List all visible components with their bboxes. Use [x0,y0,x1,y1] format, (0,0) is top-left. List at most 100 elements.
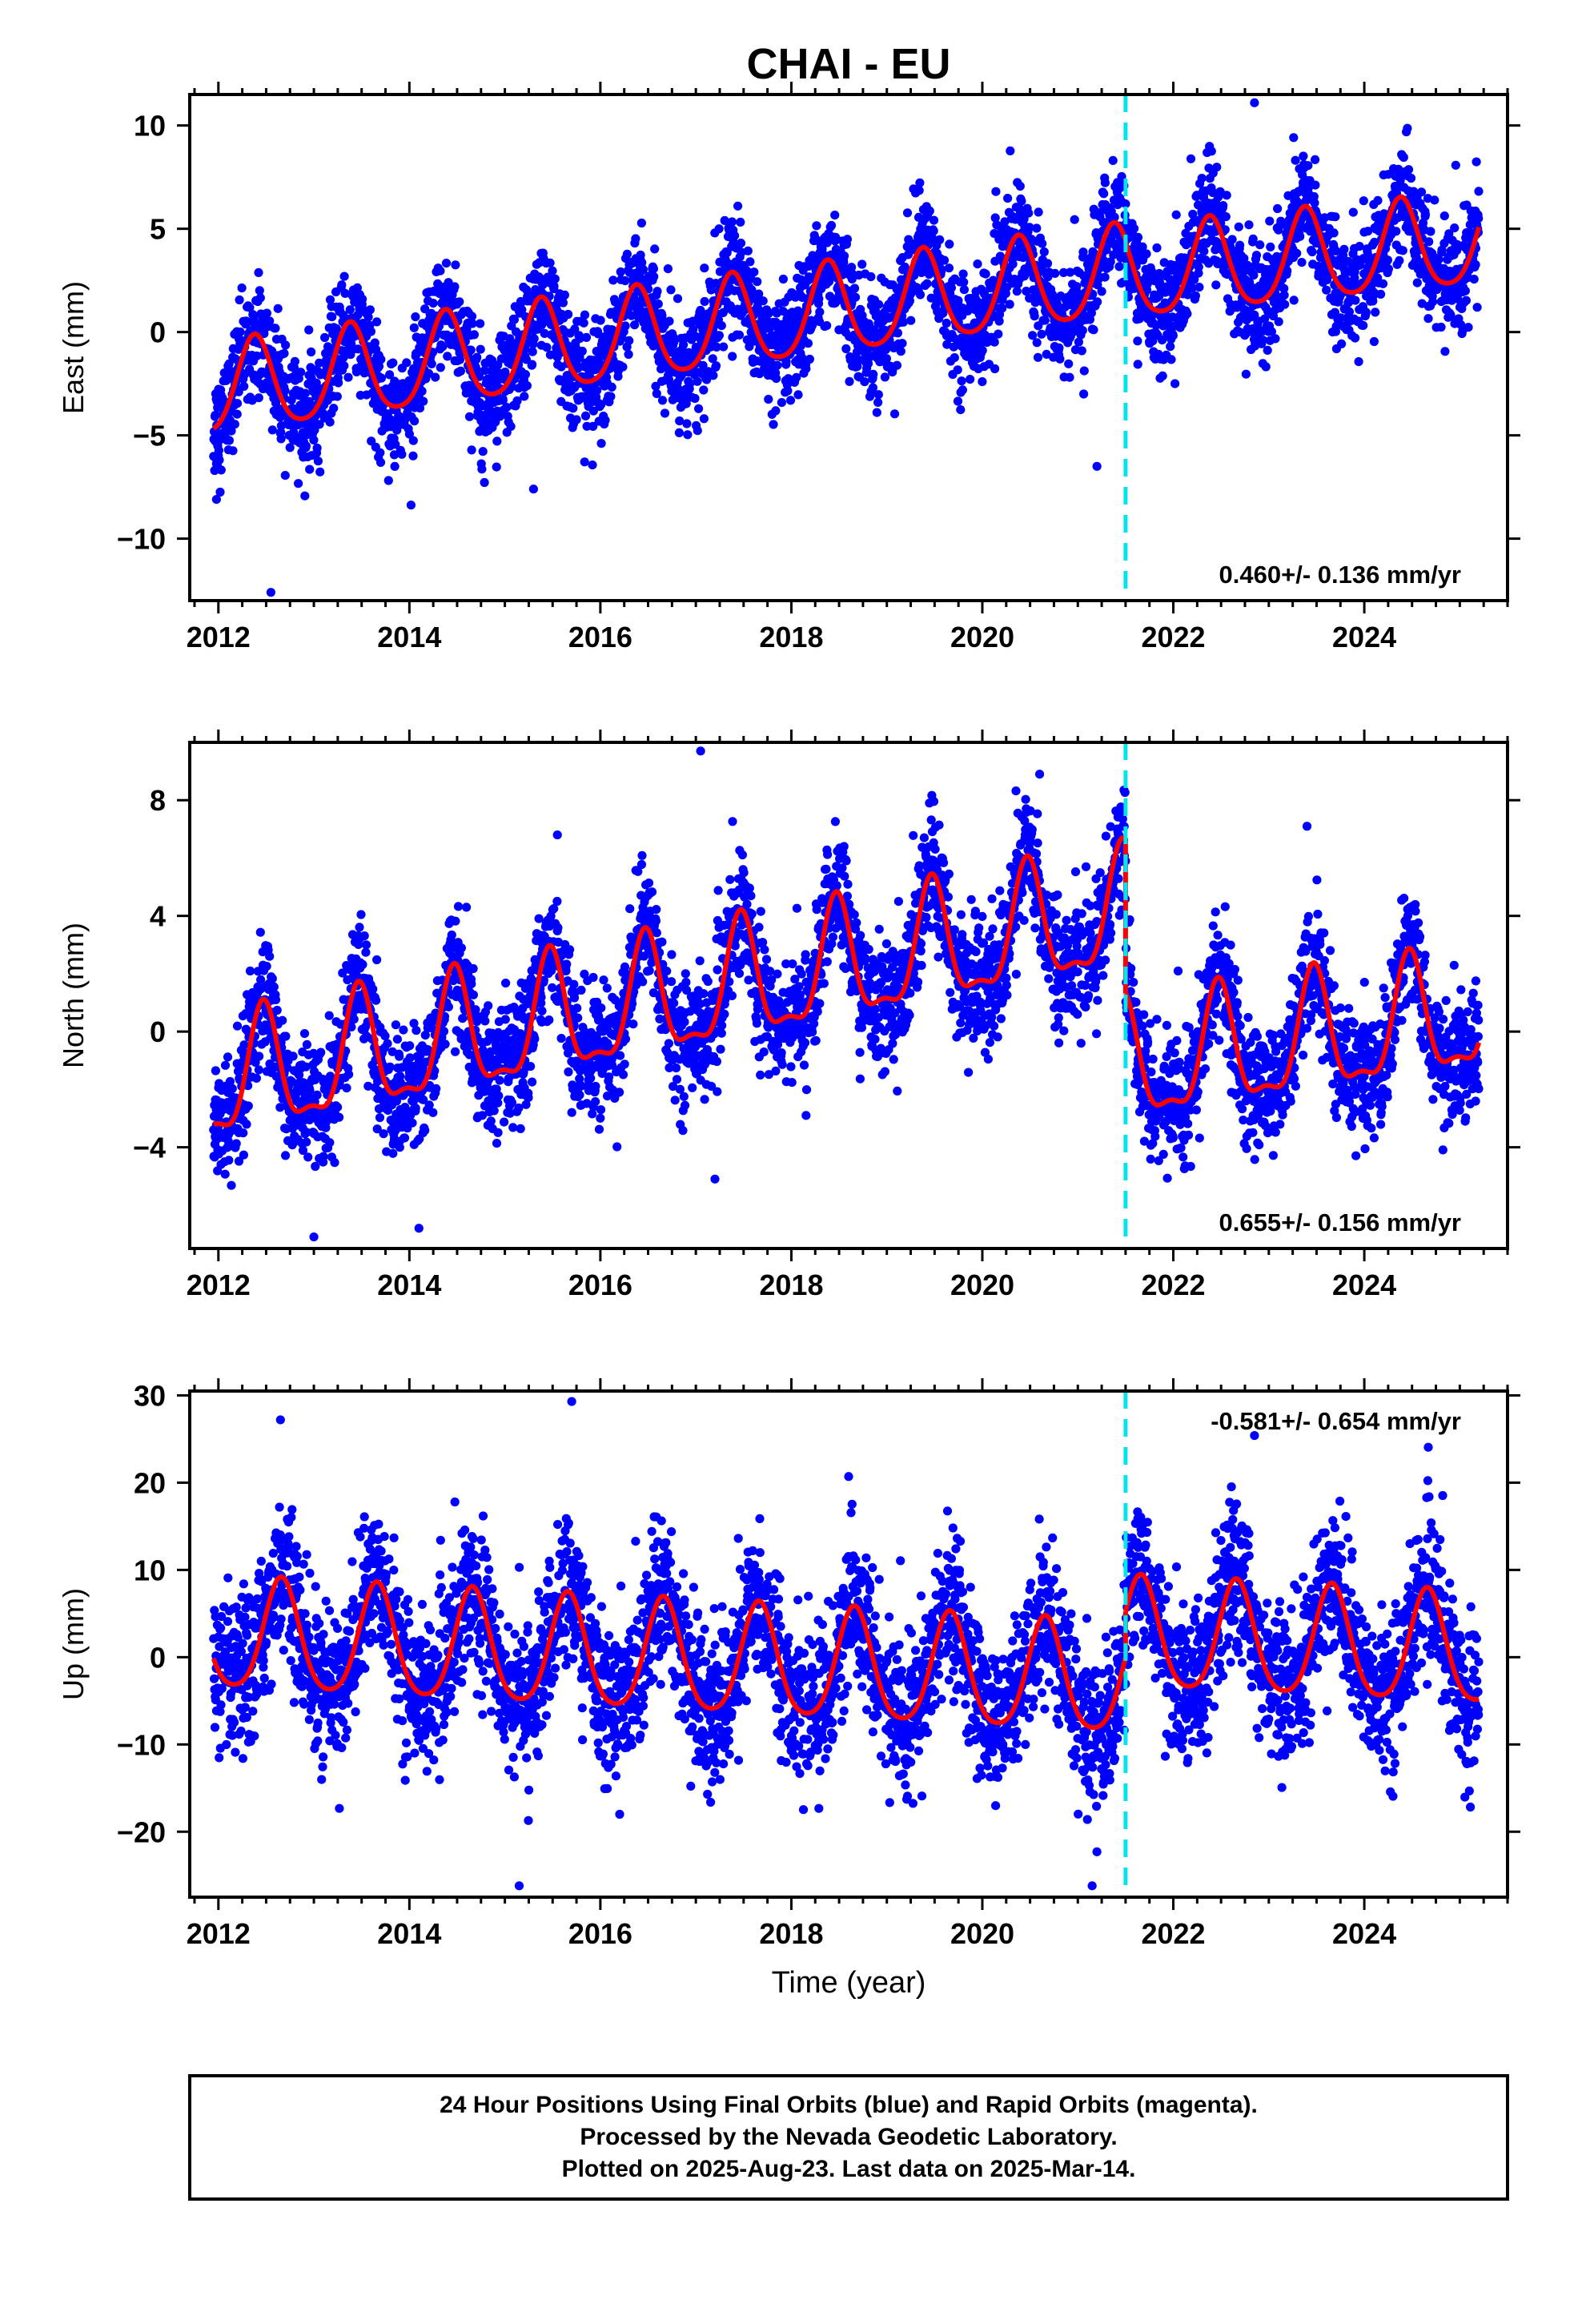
data-point [1255,240,1265,250]
data-point [1114,262,1124,271]
data-point [372,317,382,327]
data-point [749,267,759,277]
data-point [743,246,753,255]
data-point [1337,339,1347,348]
data-point [1291,155,1300,165]
data-point [966,375,975,384]
data-point [711,361,721,371]
data-point [339,361,349,371]
data-point [431,372,440,382]
data-point [734,330,745,340]
y-tick-label: −5 [133,420,166,452]
data-point [1351,333,1360,343]
data-point [438,342,448,352]
data-point [456,366,466,376]
data-point [874,300,884,309]
data-point [1460,286,1470,296]
data-point [880,372,889,382]
data-point [267,974,277,983]
data-point [620,275,630,286]
data-point [255,927,265,937]
data-point [227,1180,236,1190]
data-point [359,931,369,941]
data-point [728,352,737,361]
data-point [636,250,645,260]
data-point [472,352,482,362]
data-point [415,404,425,413]
data-point [376,355,386,364]
data-point [325,1138,335,1148]
data-point [1351,296,1360,305]
data-point [242,1120,251,1129]
data-point [1331,212,1340,222]
y-tick-label: 10 [134,110,166,143]
data-point [285,443,295,452]
data-point [1039,247,1049,257]
data-point [1430,195,1439,205]
data-point [441,259,452,268]
data-point [1212,163,1222,172]
data-point [1348,207,1358,217]
data-point [279,348,289,358]
data-point [1108,155,1118,165]
data-point [730,231,740,240]
data-point [822,321,832,331]
data-point [814,294,824,304]
data-point [211,1066,220,1076]
data-point [1322,285,1331,295]
data-point [736,217,745,227]
data-point [239,1150,248,1160]
data-point [945,239,954,249]
data-point [254,267,263,277]
data-point [224,436,234,445]
data-point [1251,251,1262,260]
data-point [1428,297,1438,307]
data-point [753,277,762,287]
data-point [280,386,290,396]
data-point [990,337,999,347]
data-point [1133,336,1142,346]
data-point [577,346,587,356]
data-point [560,290,570,300]
data-point [365,305,375,315]
data-point [1024,208,1034,218]
data-point [408,436,418,445]
data-point [1451,160,1460,170]
data-point [1093,297,1102,307]
data-point [251,1073,261,1083]
data-point [1426,227,1435,236]
y-axis-label: East (mm) [57,281,90,414]
data-point [424,368,434,378]
data-point [826,220,837,231]
data-point [1359,196,1368,206]
outlier-point [528,485,538,494]
data-point [358,294,367,304]
data-point [1171,210,1181,219]
data-point [1017,196,1026,206]
data-point [1295,231,1305,241]
data-point [332,392,342,401]
data-point [342,1084,351,1093]
data-point [978,377,987,387]
data-point [1378,279,1388,288]
data-point [211,411,220,420]
data-point [1398,246,1407,255]
data-point [850,292,861,302]
data-point [1055,354,1065,364]
outlier-point [211,495,221,505]
data-point [406,501,416,510]
x-tick-label: 2024 [1332,621,1396,653]
data-point [1311,155,1320,164]
data-point [476,319,485,328]
data-point [339,352,348,362]
data-point [618,362,628,372]
data-point [325,417,335,427]
data-point [276,428,286,437]
data-point [896,347,905,356]
data-point [580,411,591,421]
data-point [693,376,702,386]
data-point [311,1161,320,1172]
data-point [1439,211,1449,221]
data-point [580,457,589,467]
y-tick-label: −10 [117,523,166,556]
